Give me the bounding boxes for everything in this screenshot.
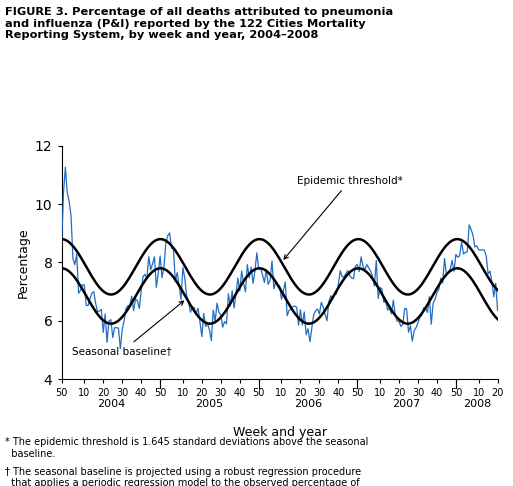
Text: Epidemic threshold*: Epidemic threshold* [284,176,403,259]
Y-axis label: Percentage: Percentage [16,227,29,298]
Text: Seasonal baseline†: Seasonal baseline† [72,301,184,356]
Text: † The seasonal baseline is projected using a robust regression procedure
  that : † The seasonal baseline is projected usi… [5,467,361,486]
X-axis label: Week and year: Week and year [232,426,327,439]
Text: 2005: 2005 [195,399,224,410]
Text: * The epidemic threshold is 1.645 standard deviations above the seasonal
  basel: * The epidemic threshold is 1.645 standa… [5,437,368,459]
Text: 2004: 2004 [97,399,125,410]
Text: 2007: 2007 [392,399,421,410]
Text: 2008: 2008 [463,399,491,410]
Text: 2006: 2006 [294,399,322,410]
Text: FIGURE 3. Percentage of all deaths attributed to pneumonia
and influenza (P&I) r: FIGURE 3. Percentage of all deaths attri… [5,7,393,40]
